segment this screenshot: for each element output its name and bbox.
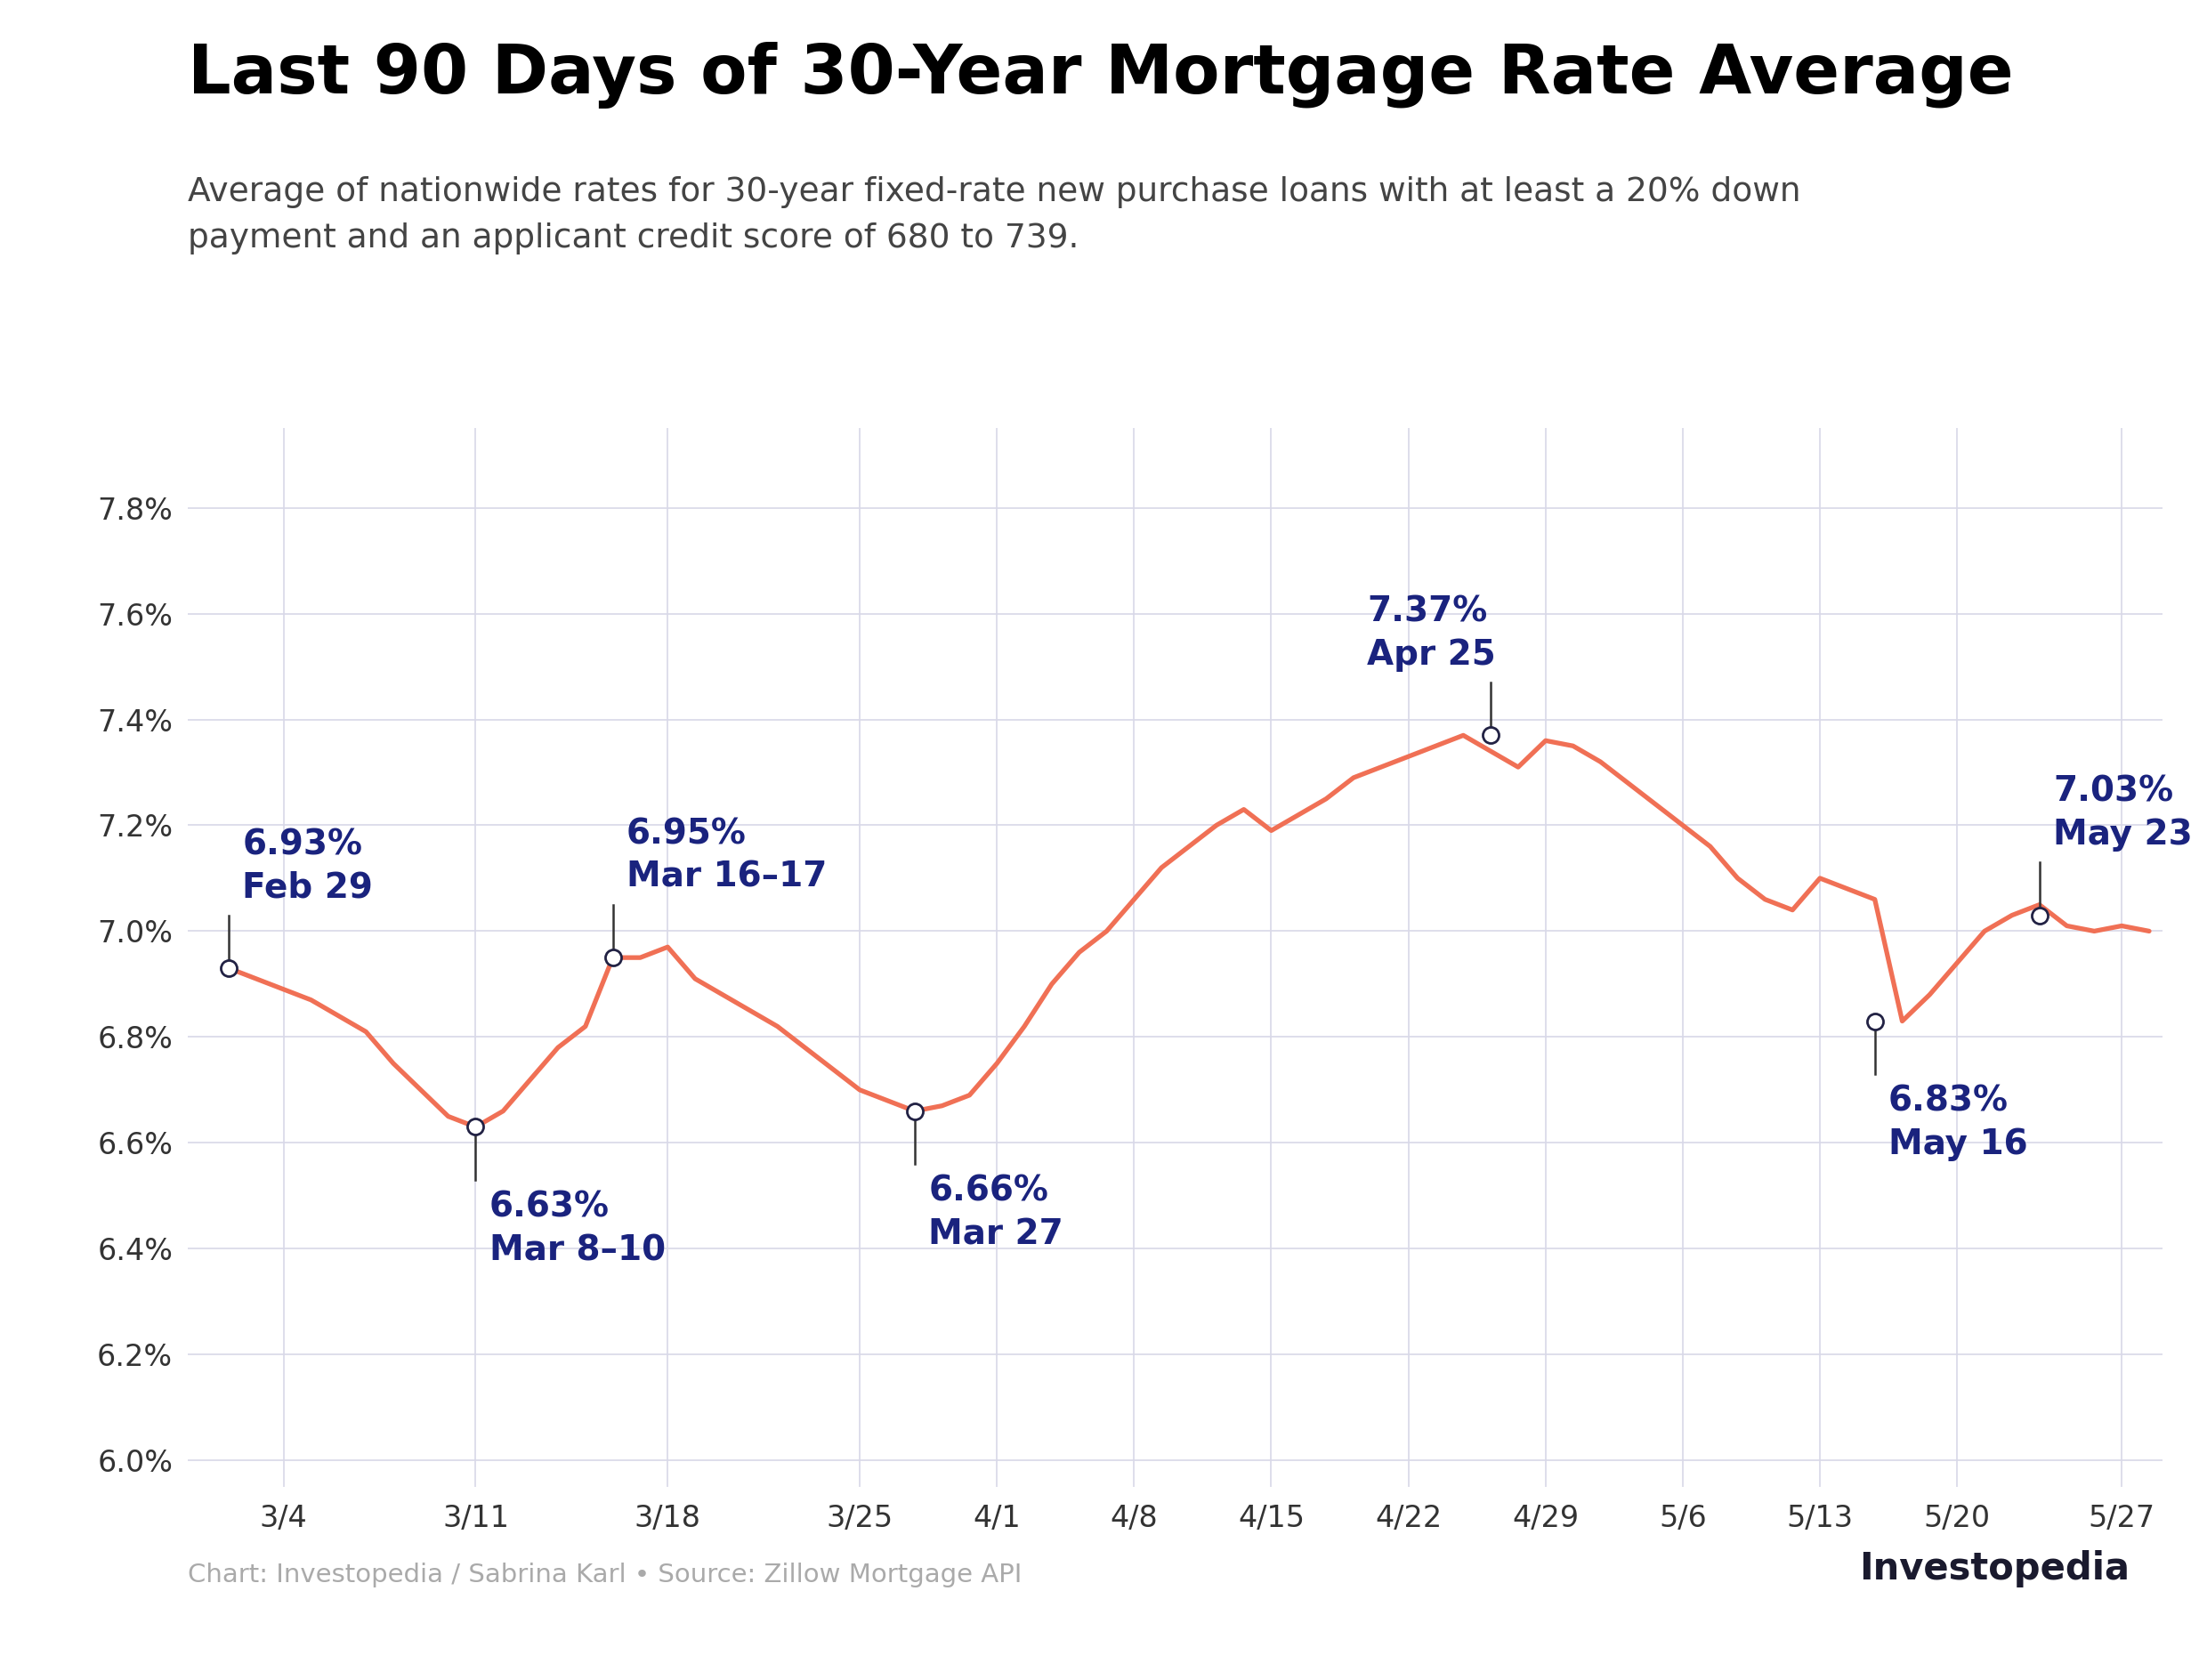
Text: 6.93%
Feb 29: 6.93% Feb 29 [243,828,373,906]
Text: 6.66%
Mar 27: 6.66% Mar 27 [929,1174,1064,1252]
Text: Investopedia: Investopedia [1858,1551,2130,1588]
Text: 6.63%
Mar 8–10: 6.63% Mar 8–10 [490,1191,667,1267]
Text: Last 90 Days of 30-Year Mortgage Rate Average: Last 90 Days of 30-Year Mortgage Rate Av… [188,42,2013,109]
Text: Average of nationwide rates for 30-year fixed-rate new purchase loans with at le: Average of nationwide rates for 30-year … [188,176,1801,254]
Text: 6.83%
May 16: 6.83% May 16 [1889,1085,2028,1161]
Text: Chart: Investopedia / Sabrina Karl • Source: Zillow Mortgage API: Chart: Investopedia / Sabrina Karl • Sou… [188,1562,1022,1588]
Text: 7.03%
May 23: 7.03% May 23 [2053,774,2192,852]
Text: 7.37%
Apr 25: 7.37% Apr 25 [1368,595,1496,672]
Text: 6.95%
Mar 16–17: 6.95% Mar 16–17 [627,816,828,894]
